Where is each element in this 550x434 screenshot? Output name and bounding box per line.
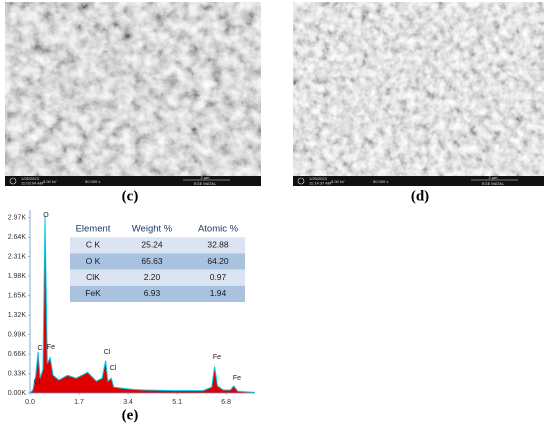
panel-label: (d) (411, 188, 429, 204)
info-date: 1/25/2023 (21, 176, 40, 181)
peak-label: Cl (110, 365, 117, 372)
info-date: 1/25/2023 (309, 176, 328, 181)
info-scale: 2 μm (201, 175, 211, 180)
y-tick-label: 1.98K (8, 273, 27, 280)
y-tick-label: 1.65K (8, 292, 27, 299)
table-header-bg (70, 221, 245, 238)
y-tick-label: 2.97K (8, 215, 27, 222)
table-row-bg (70, 285, 245, 302)
y-tick-label: 2.64K (8, 234, 27, 241)
info-mag: 50 000 x (85, 179, 100, 184)
panel-label: (e) (122, 407, 139, 423)
table-header: Element (76, 224, 111, 235)
y-tick-label: 2.31K (8, 253, 27, 260)
table-cell: ClK (86, 272, 100, 282)
y-tick-label: 0.99K (8, 331, 27, 338)
info-bar (5, 176, 261, 186)
peak-label: Fe (47, 344, 55, 351)
y-tick-label: 0.33K (8, 370, 27, 377)
peak-label: Fe (233, 375, 241, 382)
peak-label: Fe (213, 354, 221, 361)
peak-label: Cl (104, 349, 111, 356)
table-cell: 64.20 (207, 256, 229, 266)
info-time: 11:03:04 AM (21, 181, 43, 186)
panel-label: (c) (122, 188, 139, 204)
sem-image (293, 2, 544, 176)
table-cell: 32.88 (207, 240, 229, 250)
y-tick-label: 0.00K (8, 390, 27, 397)
info-lab: EGE MATAL (482, 181, 505, 186)
info-time: 11:14:37 AM (309, 181, 331, 186)
table-cell: C K (86, 240, 101, 250)
logo (297, 177, 305, 185)
x-tick-label: 1.7 (74, 399, 84, 406)
y-tick-label: 0.66K (8, 351, 27, 358)
peak-label: Cl (34, 379, 41, 386)
peak-label: C (37, 345, 42, 352)
table-row-bg (70, 237, 245, 254)
table-header: Atomic % (198, 224, 239, 235)
y-tick-label: 1.32K (8, 312, 27, 319)
spectrum-area (30, 215, 255, 393)
info-mag: 50 000 x (373, 179, 388, 184)
x-tick-label: 3.4 (123, 399, 133, 406)
x-tick-label: 5.1 (172, 399, 182, 406)
table-header: Weight % (132, 224, 173, 235)
x-tick-label: 6.8 (221, 399, 231, 406)
info-scale: 2 μm (489, 175, 499, 180)
table-cell: O K (86, 256, 101, 266)
info-lab: EGE MATAL (194, 181, 217, 186)
table-cell: FeK (85, 288, 101, 298)
info-hv: 5.00 kV (43, 179, 57, 184)
info-hv: 5.00 kV (331, 179, 345, 184)
table-cell: 65.63 (141, 256, 163, 266)
table-cell: 25.24 (141, 240, 163, 250)
table-cell: 6.93 (144, 288, 161, 298)
table-cell: 0.97 (210, 272, 227, 282)
table-cell: 2.20 (144, 272, 161, 282)
x-tick-label: 0.0 (25, 399, 35, 406)
table-row-bg (70, 269, 245, 286)
peak-label: O (43, 212, 49, 219)
info-bar (293, 176, 544, 186)
table-cell: 1.94 (210, 288, 227, 298)
spectrum-edge (29, 215, 256, 394)
sem-image (5, 2, 261, 176)
logo (9, 177, 17, 185)
table-row-bg (70, 253, 245, 270)
